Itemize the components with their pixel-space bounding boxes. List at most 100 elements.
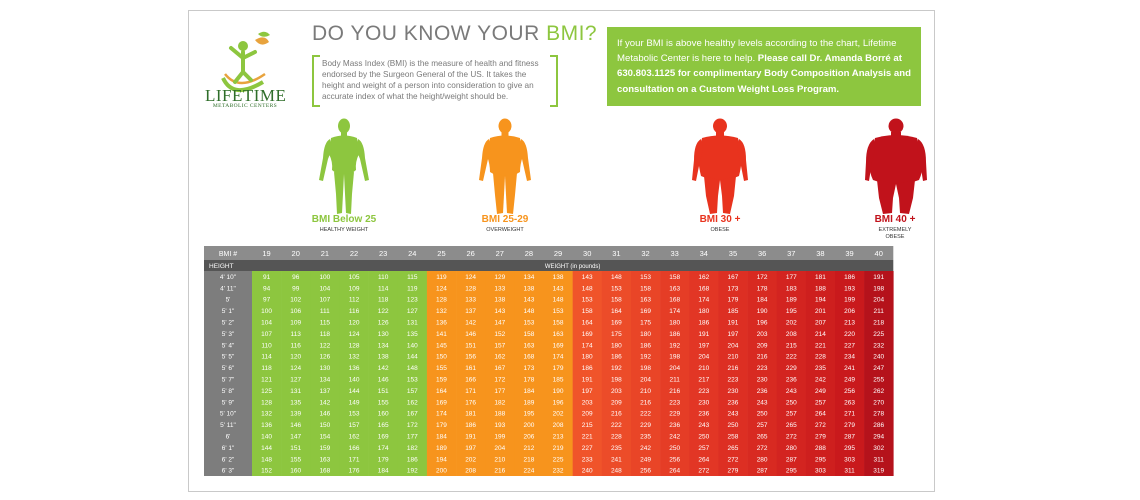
weight-cell: 272 [698,468,709,475]
weight-cell: 125 [261,388,272,395]
height-row-label: 5' 10" [220,411,237,418]
weight-cell: 294 [873,434,884,441]
bmi-column-header: 30 [583,249,591,258]
weight-cell: 216 [669,388,680,395]
weight-cell: 169 [582,331,593,338]
weight-cell: 208 [786,331,797,338]
weight-cell: 263 [844,399,855,406]
weight-cell: 278 [873,411,884,418]
weight-cell: 217 [698,377,709,384]
weight-cell: 158 [669,274,680,281]
weight-cell: 148 [553,297,564,304]
height-row-label: 5' 3" [222,331,235,338]
weight-cell: 158 [582,308,593,315]
weight-cell: 146 [319,411,330,418]
weight-cell: 235 [611,445,622,452]
weight-cell: 91 [263,274,271,281]
weight-cell: 164 [582,320,593,327]
weight-cell: 203 [582,399,593,406]
bmi-header-label: BMI # [219,251,237,258]
weight-cell: 169 [640,308,651,315]
weight-cell: 197 [465,445,476,452]
weight-cell: 131 [407,320,418,327]
weight-cell: 158 [611,297,622,304]
weight-cell: 257 [786,411,797,418]
weight-cell: 137 [465,308,476,315]
weight-cell: 198 [669,354,680,361]
weight-cell: 111 [320,308,330,315]
weight-cell: 130 [319,365,330,372]
height-row-label: 6' [226,434,231,441]
weight-cell: 162 [407,399,418,406]
weight-cell: 249 [640,456,651,463]
weight-cell: 163 [553,331,564,338]
weight-cell: 185 [728,308,739,315]
weight-cell: 256 [669,456,680,463]
weight-cell: 230 [728,388,739,395]
weight-cell: 153 [582,297,593,304]
weight-cell: 209 [582,411,593,418]
weight-cell: 158 [640,285,651,292]
weight-cell: 106 [290,308,301,315]
bmi-column-band [864,271,894,476]
healthy-body-icon [319,118,369,214]
weight-cell: 265 [728,445,739,452]
weight-cell: 232 [553,468,564,475]
weight-cell: 142 [319,399,330,406]
weight-cell: 143 [582,274,593,281]
weight-cell: 109 [290,320,301,327]
weight-cell: 148 [261,456,272,463]
weight-cell: 183 [786,285,797,292]
weight-cell: 168 [319,468,330,475]
weight-cell: 192 [669,342,680,349]
weight-cell: 129 [494,274,505,281]
weight-cell: 287 [757,468,768,475]
weight-cell: 250 [786,399,797,406]
weight-cell: 171 [349,456,360,463]
weight-cell: 162 [494,354,505,361]
weight-header-band [204,260,894,271]
weight-cell: 248 [611,468,622,475]
weight-cell: 190 [757,308,768,315]
height-row-label: 5' 8" [222,388,235,395]
weight-cell: 190 [553,388,564,395]
weight-cell: 157 [407,388,418,395]
bmi-column-band [572,271,603,476]
weight-cell: 133 [465,297,476,304]
weight-cell: 235 [815,365,826,372]
weight-cell: 279 [728,468,739,475]
weight-cell: 186 [407,456,418,463]
bmi-column-band [310,271,340,476]
weight-cell: 148 [523,308,534,315]
weight-cell: 127 [407,308,418,315]
weight-cell: 186 [465,422,476,429]
weight-cell: 112 [349,297,360,304]
weight-cell: 169 [378,434,389,441]
weight-cell: 191 [465,434,476,441]
weight-cell: 161 [465,365,476,372]
weight-cell: 97 [263,297,271,304]
weight-cell: 128 [261,399,272,406]
weight-cell: 113 [291,331,302,338]
weight-cell: 186 [844,274,855,281]
weight-cell: 116 [349,308,360,315]
weight-cell: 272 [786,434,797,441]
weight-cell: 107 [261,331,272,338]
weight-cell: 257 [757,422,768,429]
weight-cell: 189 [436,445,447,452]
height-row-label: 5' 7" [222,377,235,384]
weight-cell: 225 [553,456,564,463]
weight-cell: 224 [523,468,534,475]
brand-name: LIFETIME [205,86,287,105]
weight-cell: 177 [786,274,797,281]
weight-cell: 229 [786,365,797,372]
weight-cell: 153 [349,411,360,418]
weight-cell: 145 [436,342,447,349]
left-bracket [312,55,320,107]
weight-cell: 264 [669,468,680,475]
weight-cell: 140 [261,434,272,441]
weight-cell: 104 [319,285,330,292]
weight-cell: 236 [698,411,709,418]
weight-cell: 159 [319,445,330,452]
weight-cell: 232 [873,342,884,349]
